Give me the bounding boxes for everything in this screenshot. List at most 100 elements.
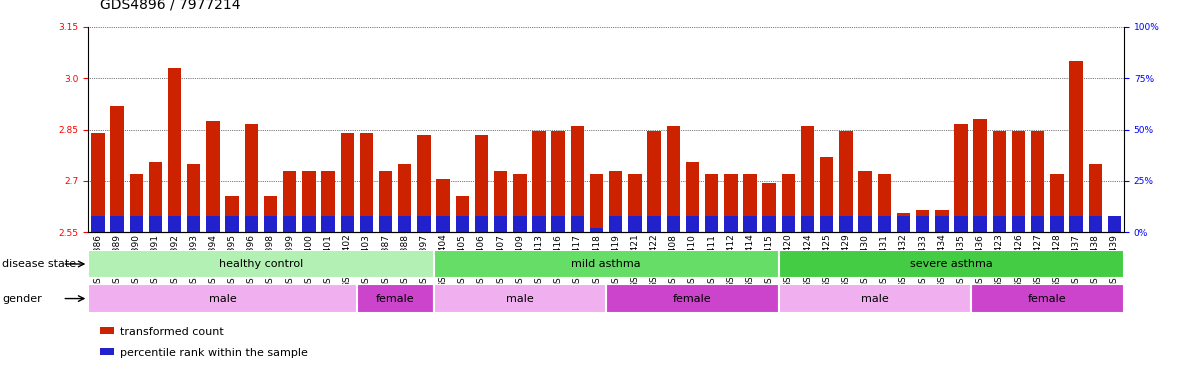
- Bar: [779, 250, 1124, 278]
- Bar: [935, 210, 949, 232]
- Bar: [839, 131, 852, 232]
- Bar: [724, 216, 738, 232]
- Bar: [935, 216, 949, 232]
- Bar: [606, 284, 779, 313]
- Bar: [1012, 216, 1025, 232]
- Bar: [858, 216, 872, 232]
- Bar: [357, 284, 433, 313]
- Bar: [494, 170, 507, 232]
- Bar: [398, 216, 412, 232]
- Bar: [705, 174, 718, 232]
- Bar: [437, 216, 450, 232]
- Bar: [474, 216, 488, 232]
- Bar: [1089, 216, 1102, 232]
- Bar: [360, 133, 373, 232]
- Bar: [340, 133, 354, 232]
- Text: disease state: disease state: [2, 259, 77, 269]
- Bar: [686, 216, 699, 232]
- Bar: [666, 216, 680, 232]
- Bar: [992, 216, 1006, 232]
- Bar: [647, 216, 660, 232]
- Bar: [858, 170, 872, 232]
- Bar: [474, 135, 488, 232]
- Bar: [129, 216, 142, 232]
- Bar: [609, 216, 623, 232]
- Bar: [1089, 164, 1102, 232]
- Bar: [897, 214, 910, 232]
- Bar: [91, 133, 105, 232]
- Bar: [245, 216, 258, 232]
- Bar: [282, 170, 297, 232]
- Bar: [973, 119, 986, 232]
- Bar: [379, 216, 392, 232]
- Text: male: male: [208, 293, 237, 304]
- Bar: [282, 216, 297, 232]
- Bar: [513, 174, 526, 232]
- Text: GDS4896 / 7977214: GDS4896 / 7977214: [100, 0, 240, 12]
- Bar: [973, 216, 986, 232]
- Bar: [91, 216, 105, 232]
- Text: male: male: [506, 293, 533, 304]
- Bar: [800, 216, 814, 232]
- Bar: [245, 124, 258, 232]
- Bar: [916, 210, 930, 232]
- Bar: [1031, 131, 1044, 232]
- Bar: [724, 174, 738, 232]
- Bar: [360, 216, 373, 232]
- Bar: [878, 216, 891, 232]
- Bar: [513, 216, 526, 232]
- Bar: [206, 216, 220, 232]
- Bar: [398, 164, 412, 232]
- Bar: [417, 216, 431, 232]
- Bar: [609, 170, 623, 232]
- Bar: [782, 174, 796, 232]
- Bar: [955, 216, 967, 232]
- Bar: [971, 284, 1124, 313]
- Bar: [763, 183, 776, 232]
- Bar: [455, 196, 468, 232]
- Bar: [379, 170, 392, 232]
- Bar: [264, 196, 278, 232]
- Bar: [148, 162, 162, 232]
- Bar: [206, 121, 220, 232]
- Bar: [744, 174, 757, 232]
- Bar: [494, 216, 507, 232]
- Text: percentile rank within the sample: percentile rank within the sample: [120, 348, 308, 358]
- Bar: [647, 131, 660, 232]
- Bar: [686, 162, 699, 232]
- Bar: [340, 216, 354, 232]
- Bar: [571, 216, 584, 232]
- Bar: [878, 174, 891, 232]
- Bar: [916, 216, 930, 232]
- Text: healthy control: healthy control: [219, 259, 302, 269]
- Bar: [763, 216, 776, 232]
- Text: male: male: [860, 293, 889, 304]
- Bar: [1050, 174, 1064, 232]
- Bar: [955, 124, 967, 232]
- Bar: [779, 284, 971, 313]
- Bar: [839, 216, 852, 232]
- Bar: [111, 216, 124, 232]
- Bar: [532, 131, 546, 232]
- Bar: [1070, 216, 1083, 232]
- Bar: [820, 216, 833, 232]
- Bar: [321, 216, 334, 232]
- Bar: [455, 216, 468, 232]
- Bar: [629, 174, 641, 232]
- Bar: [187, 164, 200, 232]
- Bar: [897, 216, 910, 232]
- Bar: [552, 131, 565, 232]
- Bar: [88, 284, 357, 313]
- Bar: [148, 216, 162, 232]
- Bar: [532, 216, 546, 232]
- Bar: [433, 250, 779, 278]
- Bar: [590, 228, 604, 232]
- Bar: [321, 170, 334, 232]
- Bar: [590, 174, 604, 232]
- Text: gender: gender: [2, 293, 42, 304]
- Bar: [1012, 131, 1025, 232]
- Bar: [1108, 225, 1122, 232]
- Bar: [129, 174, 142, 232]
- Bar: [168, 216, 181, 232]
- Bar: [705, 216, 718, 232]
